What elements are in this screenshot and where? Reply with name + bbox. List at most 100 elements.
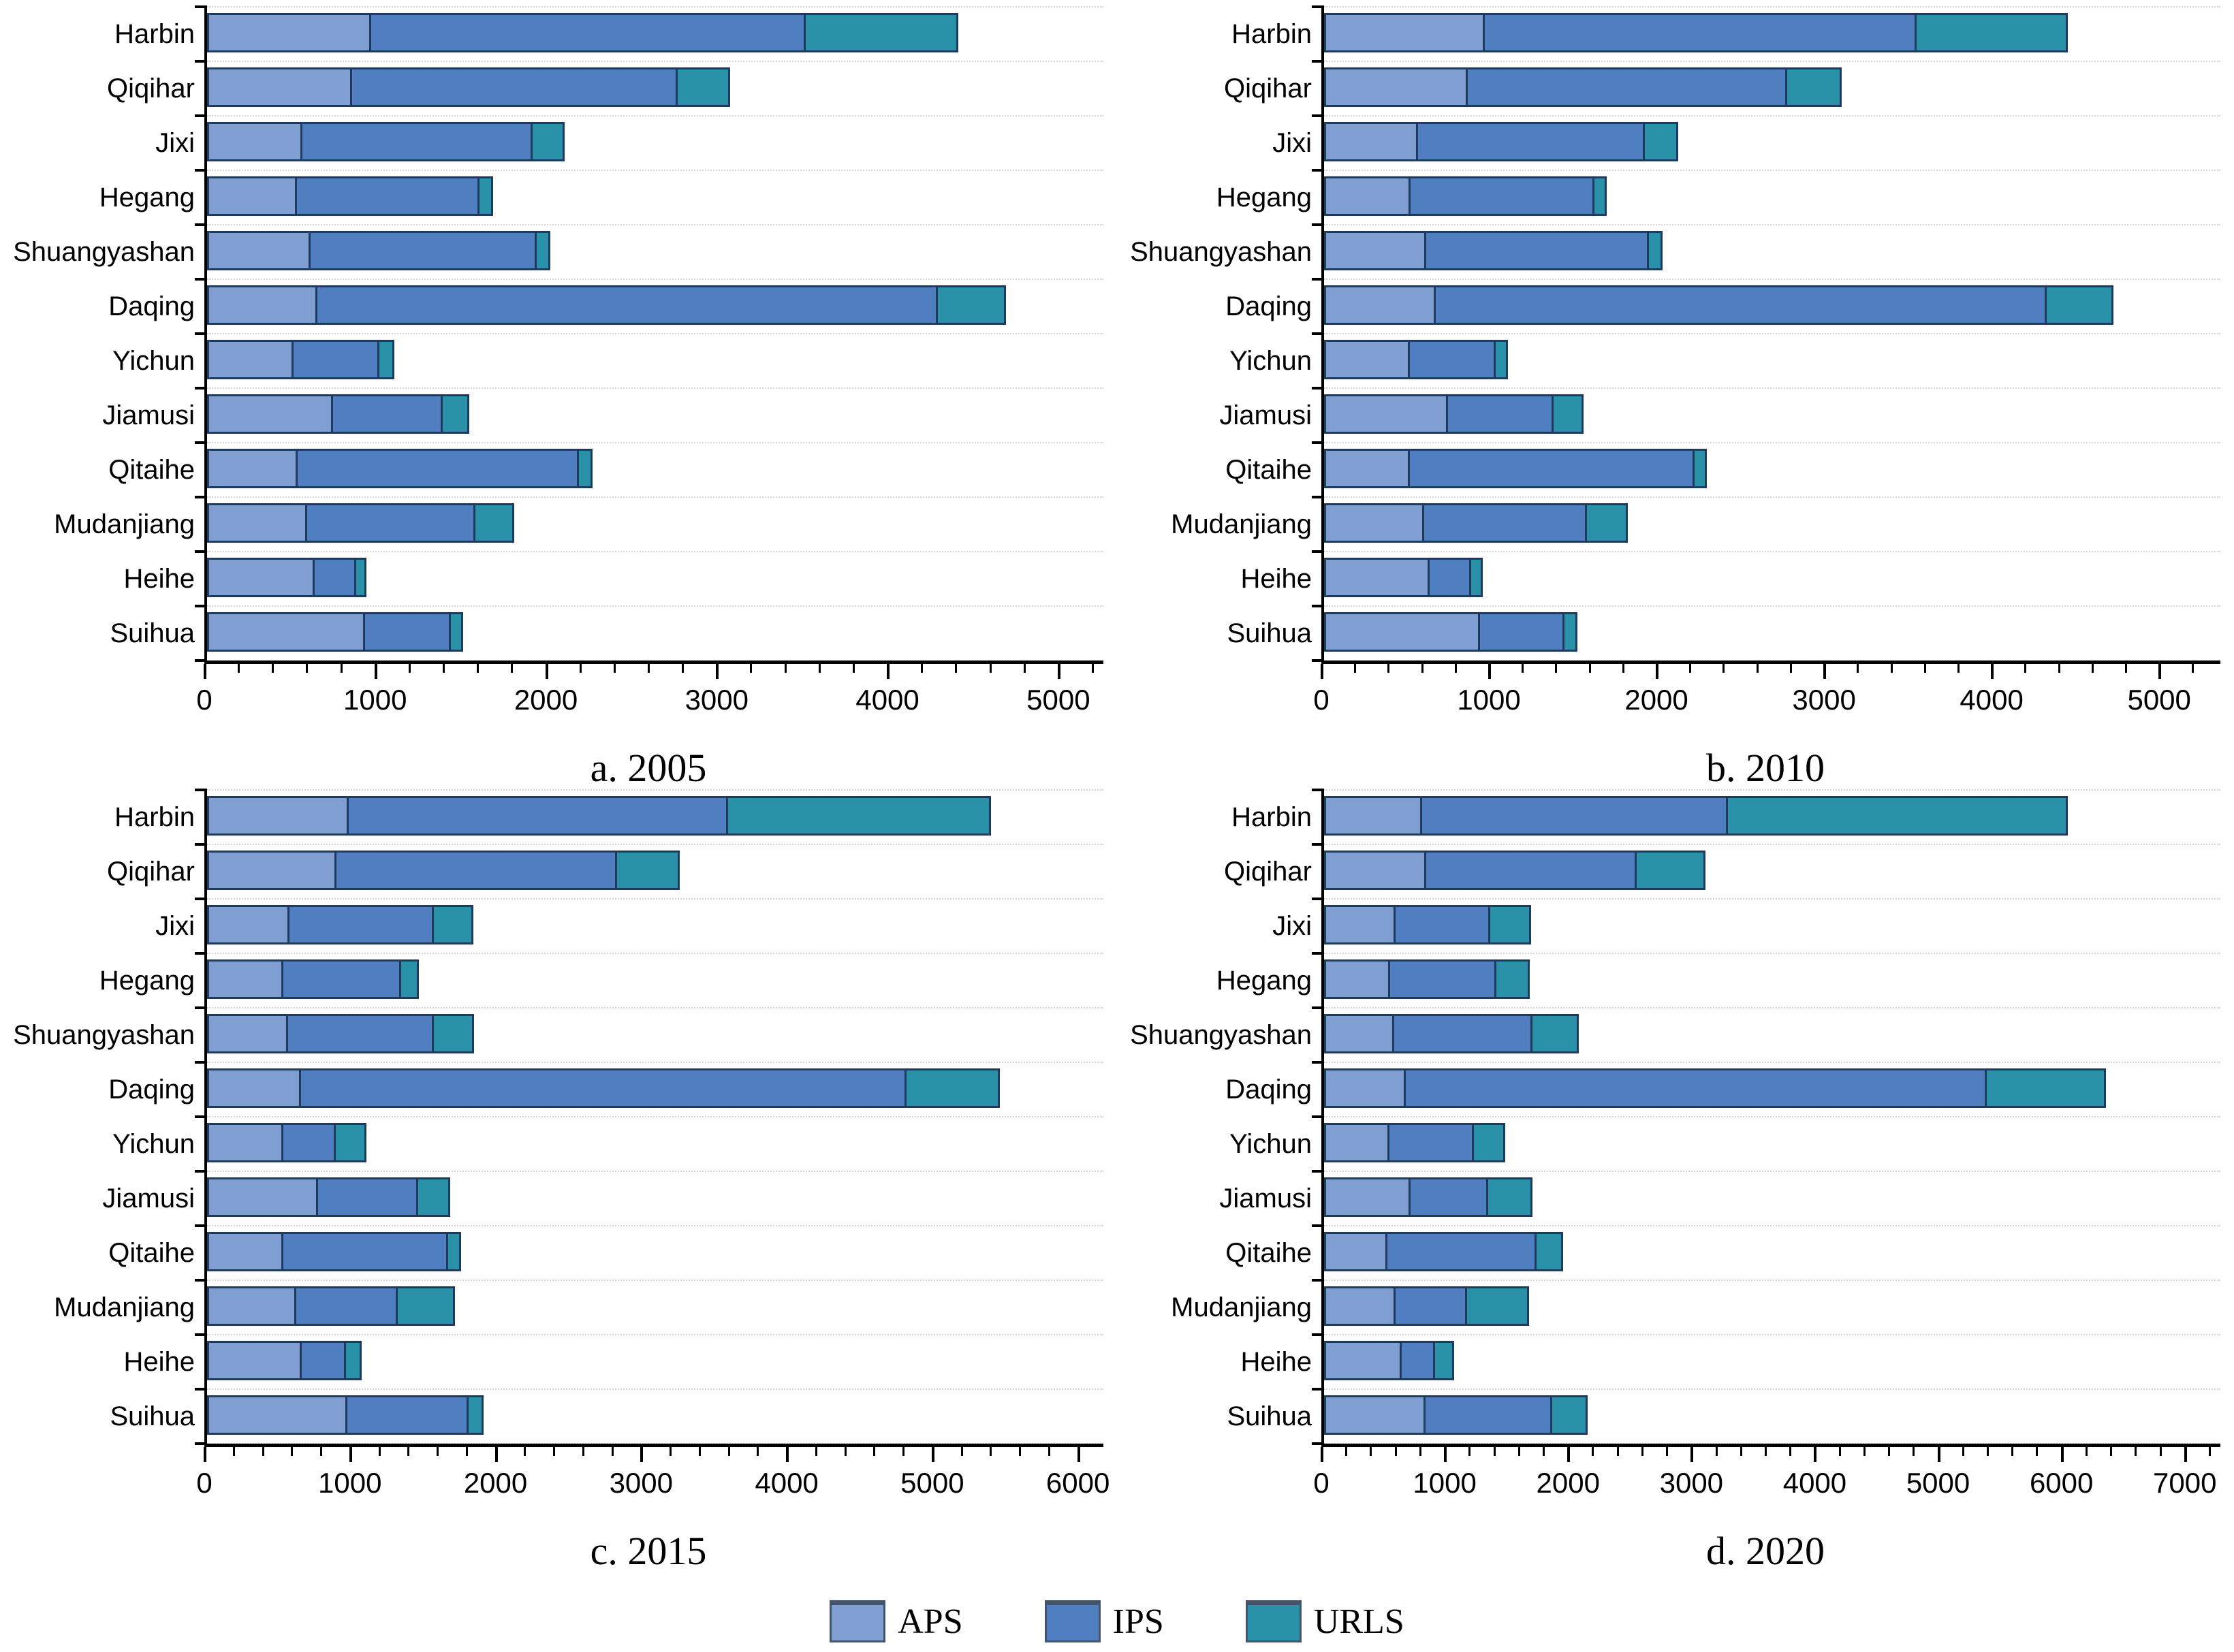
bar-segment-urls	[1645, 124, 1676, 159]
plot-column: 0 1000 2000 3000 4000 5000 a. 2005	[195, 5, 1117, 790]
stacked-bar	[1324, 1232, 1564, 1271]
bar-segment-urls	[448, 1234, 459, 1269]
plot-area	[195, 5, 1103, 662]
bar-segment-aps	[209, 1234, 284, 1269]
bar-segment-ips	[298, 451, 580, 486]
x-tick-minor	[1689, 664, 1692, 673]
stacked-bar	[207, 394, 469, 434]
x-tick-minor	[1522, 664, 1524, 673]
bar-segment-aps	[209, 1397, 347, 1433]
category-label: Suihua	[1227, 618, 1312, 648]
x-tick-minor	[2024, 664, 2027, 673]
x-tick-minor	[1740, 1447, 1742, 1456]
x-tick-major	[545, 664, 548, 679]
x-tick-minor	[1789, 1447, 1792, 1456]
bar-segment-ips	[1411, 178, 1595, 214]
gridline	[207, 442, 1103, 443]
gridline	[207, 115, 1103, 116]
legend-label: APS	[898, 1602, 963, 1641]
x-tick-major	[786, 1447, 789, 1462]
bar-segment-urls	[1532, 1016, 1577, 1051]
x-tick-minor	[1722, 664, 1725, 673]
bar-segment-ips	[300, 1070, 907, 1106]
chart-panel-d: Harbin Qiqihar Jixi Hegang Shuangyashan Daqin…	[1117, 789, 2234, 1573]
gridline	[207, 551, 1103, 552]
y-axis-tick	[1312, 1224, 1324, 1227]
y-axis-tick	[1312, 114, 1324, 117]
bar-segment-urls	[579, 451, 591, 486]
bar-segment-ips	[1421, 798, 1728, 833]
x-tick-label: 1000	[1413, 1467, 1477, 1499]
bar-row	[1324, 606, 2209, 661]
y-axis-tick	[1312, 60, 1324, 63]
bar-row	[1324, 279, 2209, 334]
bar-segment-aps	[1326, 1070, 1406, 1106]
y-axis-tick	[1312, 169, 1324, 172]
x-tick-minor	[553, 1447, 556, 1456]
x-tick-minor	[238, 664, 240, 673]
gridline	[1324, 6, 2220, 7]
y-axis-tick	[195, 278, 207, 281]
gridline	[1324, 844, 2220, 845]
x-tick-minor	[1857, 664, 1859, 673]
x-tick-label: 3000	[609, 1467, 674, 1499]
legend-label: IPS	[1112, 1602, 1164, 1641]
stacked-bar	[1324, 851, 1705, 890]
bar-segment-urls	[398, 1288, 454, 1324]
category-label: Hegang	[99, 966, 195, 996]
x-tick-minor	[873, 1447, 876, 1456]
bar-segment-aps	[209, 1016, 288, 1051]
bar-segment-urls	[1986, 1070, 2105, 1106]
bar-segment-aps	[1326, 853, 1426, 888]
x-tick-minor	[955, 664, 958, 673]
category-label: Suihua	[110, 1401, 195, 1431]
category-label: Hegang	[99, 182, 195, 212]
x-tick-minor	[670, 1447, 672, 1456]
gridline	[1324, 789, 2220, 791]
gridline	[207, 496, 1103, 498]
x-tick-minor	[524, 1447, 526, 1456]
y-axis-tick	[195, 1006, 207, 1009]
x-tick-minor	[582, 1447, 584, 1456]
x-tick-major	[374, 664, 377, 679]
x-axis: 0 1000 2000 3000 4000 5000 6000 7000	[1313, 1444, 2220, 1523]
category-label: Qitaihe	[1225, 1238, 1312, 1268]
gridline	[1324, 1280, 2220, 1281]
x-tick-minor	[1419, 1447, 1421, 1456]
bar-segment-ips	[302, 1343, 346, 1378]
x-tick-minor	[272, 664, 274, 673]
x-tick-major	[1321, 664, 1323, 679]
x-tick-major	[349, 1447, 352, 1462]
category-label: Shuangyashan	[13, 237, 195, 267]
x-tick-minor	[2091, 664, 2094, 673]
y-axis-tick	[195, 1333, 207, 1336]
x-tick-minor	[291, 1447, 294, 1456]
bar-row	[207, 1008, 1092, 1062]
gridline	[207, 789, 1103, 791]
bar-segment-urls	[356, 560, 364, 595]
bar-segment-aps	[209, 907, 289, 942]
bar-segment-urls	[536, 233, 548, 268]
gridline	[1324, 551, 2220, 552]
bar-row	[1324, 170, 2209, 225]
bar-segment-ips	[1426, 233, 1649, 268]
bar-segment-aps	[209, 1343, 302, 1378]
bar-row	[207, 443, 1092, 497]
x-tick-major	[1656, 664, 1659, 679]
panel-caption: b. 2010	[1706, 746, 1825, 790]
stacked-bar	[1324, 394, 1584, 434]
stacked-bar	[1324, 1177, 1533, 1217]
bar-segment-ips	[1387, 1234, 1537, 1269]
bar-segment-urls	[400, 962, 418, 997]
x-tick-major	[1321, 1447, 1323, 1462]
gridline	[1324, 279, 2220, 280]
stacked-bar	[1324, 1286, 1529, 1326]
bar-segment-ips	[314, 560, 356, 595]
bar-segment-aps	[1326, 15, 1485, 50]
gridline	[207, 605, 1103, 607]
x-tick-minor	[750, 664, 753, 673]
category-label: Yichun	[112, 1129, 195, 1159]
x-tick-minor	[1962, 1447, 1964, 1456]
y-axis-tick	[1312, 659, 1324, 662]
plot-column: 0 1000 2000 3000 4000 5000 6000 c. 2015	[195, 789, 1117, 1573]
